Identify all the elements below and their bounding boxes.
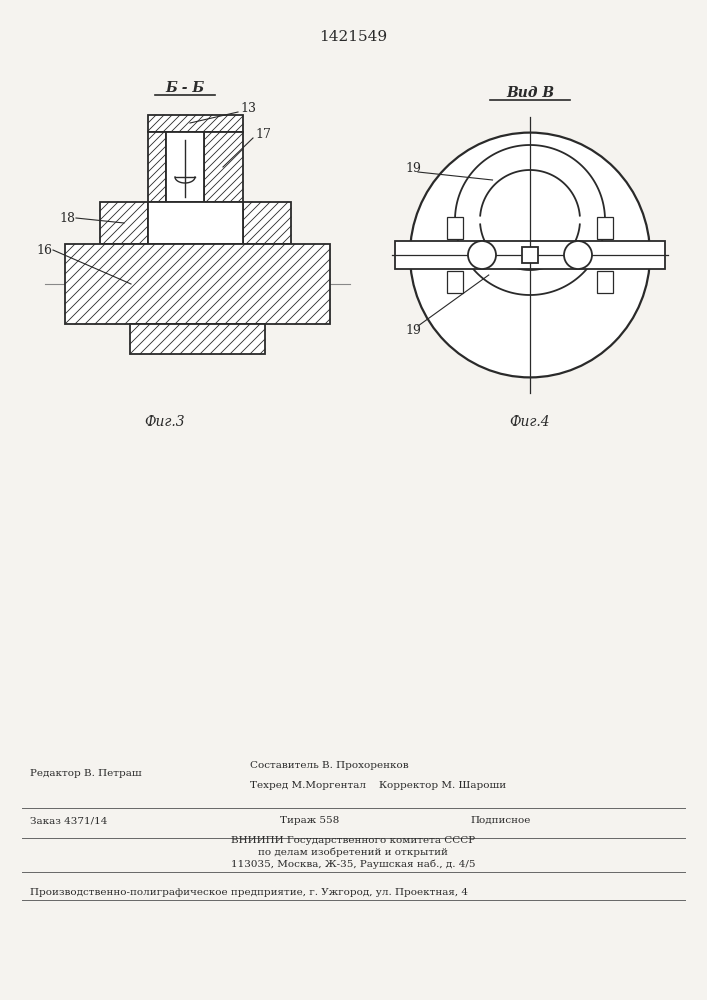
Text: 17: 17 [255, 128, 271, 141]
Bar [204, 132, 243, 202]
Bar [395, 241, 665, 269]
Bar [166, 132, 204, 202]
Text: Фиг.3: Фиг.3 [145, 415, 185, 429]
Text: Тираж 558: Тираж 558 [280, 816, 339, 825]
Text: Редактор В. Петраш: Редактор В. Петраш [30, 769, 141, 778]
Text: 1421549: 1421549 [319, 30, 387, 44]
Text: 19: 19 [405, 324, 421, 336]
Text: Фиг.4: Фиг.4 [510, 415, 550, 429]
Ellipse shape [468, 241, 496, 269]
Text: Подписное: Подписное [470, 816, 530, 825]
Bar [447, 217, 463, 239]
Text: Техред М.Моргентал    Корректор М. Шароши: Техред М.Моргентал Корректор М. Шароши [250, 781, 506, 790]
Text: Заказ 4371/14: Заказ 4371/14 [30, 816, 107, 825]
Bar [65, 244, 330, 324]
Text: ВНИИПИ Государственного комитета СССР: ВНИИПИ Государственного комитета СССР [231, 836, 475, 845]
Bar [130, 324, 265, 354]
Text: 19: 19 [405, 161, 421, 174]
Bar [597, 217, 613, 239]
Text: по делам изобретений и открытий: по делам изобретений и открытий [258, 848, 448, 857]
Bar [447, 271, 463, 293]
Bar [597, 271, 613, 293]
Bar [243, 202, 291, 244]
Bar [148, 115, 243, 132]
Text: Производственно-полиграфическое предприятие, г. Ужгород, ул. Проектная, 4: Производственно-полиграфическое предприя… [30, 888, 468, 897]
Text: 13: 13 [240, 102, 256, 114]
Text: Б - Б: Б - Б [165, 81, 204, 95]
Bar [148, 202, 243, 244]
Text: 9: 9 [394, 248, 402, 261]
Text: 18: 18 [59, 212, 75, 225]
Text: Вид В: Вид В [506, 86, 554, 100]
Text: 16: 16 [36, 243, 52, 256]
Text: 113035, Москва, Ж-35, Раушская наб., д. 4/5: 113035, Москва, Ж-35, Раушская наб., д. … [230, 859, 475, 869]
Bar [522, 247, 538, 263]
Bar [148, 132, 166, 202]
Text: Составитель В. Прохоренков: Составитель В. Прохоренков [250, 761, 409, 770]
Ellipse shape [410, 133, 650, 377]
Bar [100, 202, 148, 244]
Ellipse shape [564, 241, 592, 269]
